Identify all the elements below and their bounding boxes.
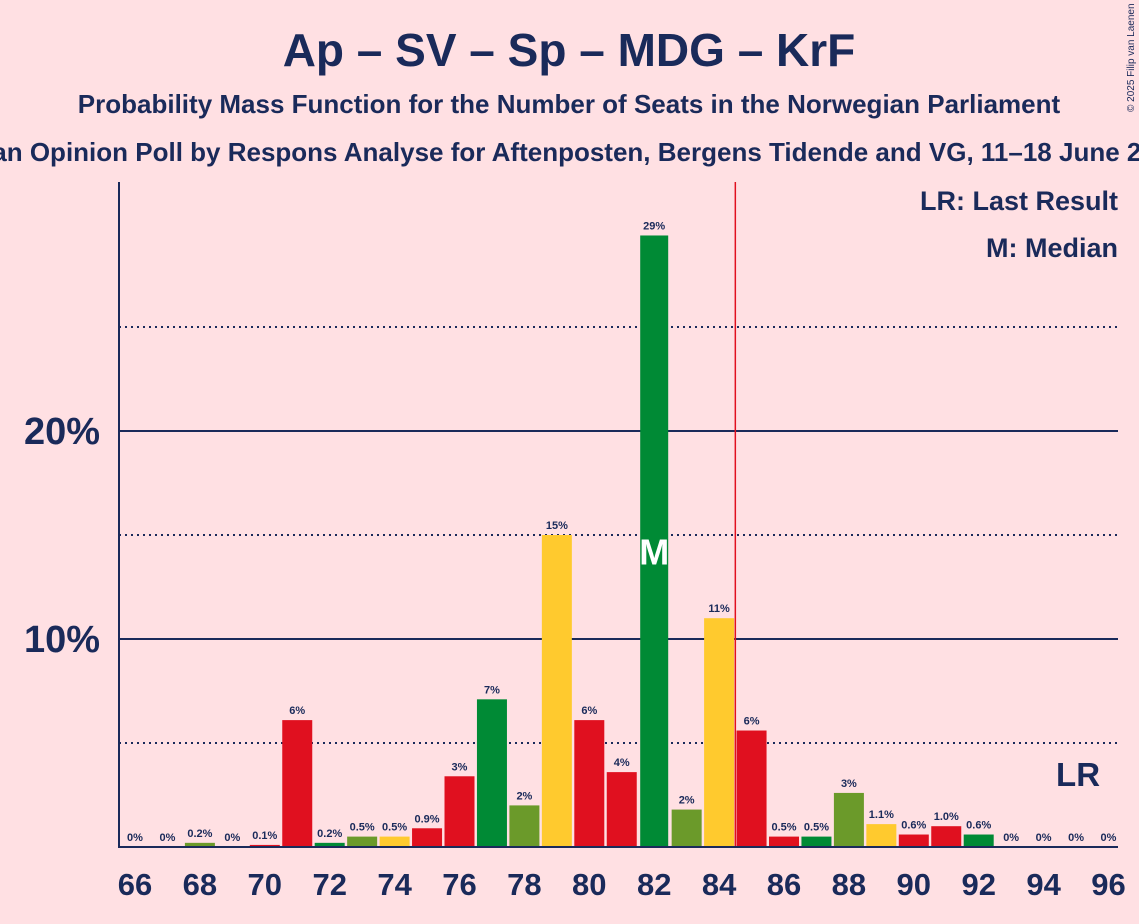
data-label-seat-96: 0% bbox=[1101, 832, 1117, 844]
x-tick-label: 94 bbox=[1026, 867, 1061, 902]
bar-seat-75 bbox=[412, 828, 443, 847]
data-label-seat-90: 0.6% bbox=[901, 820, 926, 832]
data-label-seat-72: 0.2% bbox=[317, 828, 342, 840]
data-label-seat-66: 0% bbox=[127, 832, 143, 844]
data-label-seat-82: 29% bbox=[643, 220, 665, 232]
data-label-seat-74: 0.5% bbox=[382, 822, 407, 834]
bar-seat-91 bbox=[931, 826, 962, 847]
x-tick-label: 80 bbox=[572, 867, 606, 902]
bar-seat-84 bbox=[704, 618, 735, 847]
chart-subtitle-source: on an Opinion Poll by Respons Analyse fo… bbox=[0, 137, 1139, 167]
data-label-seat-71: 6% bbox=[289, 705, 305, 717]
bar-seat-80 bbox=[574, 720, 605, 847]
bar-seat-74 bbox=[379, 836, 410, 847]
x-tick-label: 84 bbox=[702, 867, 737, 902]
x-tick-labels: 66 68 70 72 74 76 78 80 82 84 86 88 90 92 94 96 bbox=[118, 867, 1126, 902]
bar-seat-77 bbox=[476, 699, 507, 847]
data-label-seat-85: 6% bbox=[744, 716, 760, 728]
bar-seat-72 bbox=[314, 842, 345, 847]
x-tick-label: 70 bbox=[248, 867, 282, 902]
x-tick-label: 72 bbox=[312, 867, 346, 902]
data-label-seat-76: 3% bbox=[452, 761, 468, 773]
data-label-seat-94: 0% bbox=[1036, 832, 1052, 844]
data-label-seat-79: 15% bbox=[546, 520, 568, 532]
y-tick-label: 10% bbox=[24, 619, 100, 661]
copyright-credit: © 2025 Filip van Laenen bbox=[1126, 3, 1137, 112]
bar-seat-82 bbox=[640, 235, 669, 848]
bar-seat-92 bbox=[963, 834, 994, 847]
data-label-seat-80: 6% bbox=[581, 705, 597, 717]
chart-title: Ap – SV – Sp – MDG – KrF bbox=[283, 24, 856, 76]
bar-seat-88 bbox=[833, 792, 864, 847]
bar-seat-68 bbox=[184, 842, 215, 847]
legend-median: M: Median bbox=[986, 233, 1118, 263]
gridlines: 10% 20% bbox=[24, 182, 1118, 847]
x-tick-label: 96 bbox=[1091, 867, 1125, 902]
data-label-seat-73: 0.5% bbox=[350, 822, 375, 834]
data-label-seat-83: 2% bbox=[679, 795, 695, 807]
bar-seat-83 bbox=[671, 809, 702, 847]
last-result-marker: LR bbox=[1056, 756, 1100, 793]
x-tick-label: 66 bbox=[118, 867, 152, 902]
bar-seat-86 bbox=[769, 836, 799, 847]
bar-seat-73 bbox=[347, 836, 378, 847]
axes-group bbox=[118, 182, 1118, 848]
x-tick-label: 74 bbox=[377, 867, 412, 902]
bar-seat-78 bbox=[509, 805, 540, 847]
x-tick-label: 68 bbox=[183, 867, 217, 902]
data-labels-group: 0% 0% 0.2% 0% 0.1% 6% 0.2% 0.5% 0.5% 0.9% 3% 7% 2% 15… bbox=[127, 220, 1117, 844]
bar-seat-76 bbox=[444, 776, 475, 847]
bar-seat-85 bbox=[736, 730, 767, 847]
data-label-seat-68: 0.2% bbox=[187, 828, 212, 840]
data-label-seat-91: 1.0% bbox=[934, 811, 959, 823]
data-label-seat-81: 4% bbox=[614, 757, 630, 769]
bar-seat-90 bbox=[898, 834, 929, 847]
data-label-seat-92: 0.6% bbox=[966, 820, 991, 832]
bar-seat-70 bbox=[249, 844, 280, 847]
x-tick-label: 88 bbox=[832, 867, 866, 902]
bar-seat-87 bbox=[801, 836, 832, 847]
bar-seat-79 bbox=[541, 535, 572, 847]
data-label-seat-89: 1.1% bbox=[869, 809, 894, 821]
bar-seat-89 bbox=[866, 824, 897, 847]
data-label-seat-84: 11% bbox=[708, 603, 730, 615]
data-label-seat-93: 0% bbox=[1003, 832, 1019, 844]
legend-last-result: LR: Last Result bbox=[920, 186, 1118, 216]
x-tick-label: 82 bbox=[637, 867, 671, 902]
data-label-seat-69: 0% bbox=[224, 832, 240, 844]
data-label-seat-78: 2% bbox=[516, 790, 532, 802]
x-tick-label: 78 bbox=[507, 867, 541, 902]
data-label-seat-88: 3% bbox=[841, 778, 857, 790]
data-label-seat-86: 0.5% bbox=[771, 822, 796, 834]
y-tick-label: 20% bbox=[24, 411, 100, 453]
bars-group bbox=[184, 235, 994, 848]
bar-seat-71 bbox=[282, 720, 313, 847]
x-tick-label: 90 bbox=[897, 867, 931, 902]
median-marker: M bbox=[639, 532, 669, 573]
data-label-seat-70: 0.1% bbox=[252, 830, 277, 842]
chart-subtitle: Probability Mass Function for the Number… bbox=[78, 89, 1061, 119]
data-label-seat-75: 0.9% bbox=[415, 813, 440, 825]
data-label-seat-77: 7% bbox=[484, 684, 500, 696]
bar-seat-81 bbox=[606, 772, 637, 847]
x-tick-label: 76 bbox=[442, 867, 476, 902]
data-label-seat-87: 0.5% bbox=[804, 822, 829, 834]
data-label-seat-67: 0% bbox=[159, 832, 175, 844]
data-label-seat-95: 0% bbox=[1068, 832, 1084, 844]
x-tick-label: 92 bbox=[961, 867, 995, 902]
x-tick-label: 86 bbox=[767, 867, 801, 902]
